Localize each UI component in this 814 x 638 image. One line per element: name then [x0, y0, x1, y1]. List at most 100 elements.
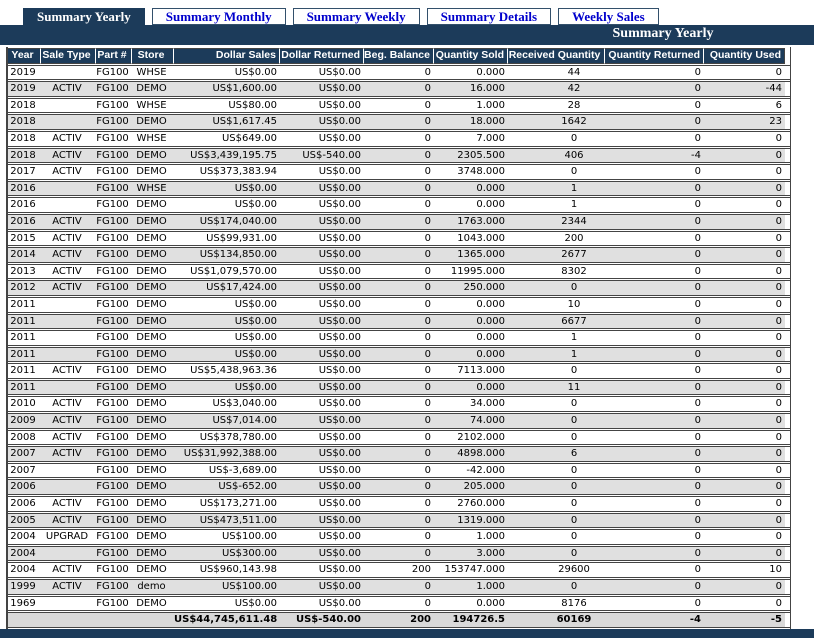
- table-row: 2011 ACTIV FG100 DEMO US$5,438,963.36 US$0.00…: [8, 363, 790, 379]
- cell-part-number: FG100: [96, 164, 132, 180]
- cell-part-number: FG100: [96, 180, 132, 197]
- table-row: 2017 ACTIV FG100 DEMO US$373,383.94 US$0.00 0 3…: [8, 164, 790, 180]
- cell-sale-type: ACTIV: [41, 562, 96, 578]
- cell-received-quantity: 8302: [508, 263, 605, 280]
- cell-quantity-returned: 0: [605, 595, 704, 612]
- tab-summary-details[interactable]: Summary Details: [426, 8, 552, 25]
- cell-dollar-sales: US$134,850.00: [174, 247, 280, 263]
- cell-store: DEMO: [132, 296, 174, 313]
- cell-dollar-sales: US$99,931.00: [174, 230, 280, 247]
- cell-dollar-sales: US$0.00: [174, 197, 280, 213]
- cell-sale-type: [41, 612, 96, 628]
- cell-sale-type: ACTIV: [41, 81, 96, 97]
- cell-received-quantity: 0: [508, 512, 605, 529]
- row-filler: [785, 529, 790, 545]
- cell-quantity-returned: 0: [605, 81, 704, 97]
- cell-quantity-returned: 0: [605, 562, 704, 578]
- cell-dollar-returned: US$0.00: [280, 230, 364, 247]
- cell-part-number: FG100: [96, 512, 132, 529]
- cell-quantity-sold: 3.000: [434, 545, 508, 562]
- cell-quantity-used: 0: [704, 595, 785, 612]
- cell-sale-type: [41, 379, 96, 396]
- cell-part-number: FG100: [96, 545, 132, 562]
- cell-year: 2016: [8, 180, 41, 197]
- cell-part-number: FG100: [96, 97, 132, 114]
- cell-part-number: FG100: [96, 64, 132, 81]
- cell-quantity-sold: -42.000: [434, 462, 508, 479]
- cell-part-number: FG100: [96, 147, 132, 164]
- cell-store: DEMO: [132, 545, 174, 562]
- cell-store: demo: [132, 579, 174, 595]
- cell-dollar-sales: US$100.00: [174, 579, 280, 595]
- tab-weekly-sales[interactable]: Weekly Sales: [558, 8, 659, 25]
- cell-store: DEMO: [132, 529, 174, 545]
- cell-quantity-used: 0: [704, 213, 785, 230]
- row-filler: [785, 296, 790, 313]
- cell-received-quantity: 0: [508, 429, 605, 446]
- cell-received-quantity: 0: [508, 496, 605, 512]
- cell-sale-type: [41, 346, 96, 363]
- cell-store: DEMO: [132, 213, 174, 230]
- cell-beg-balance: 0: [364, 363, 434, 379]
- col-header-beg-balance: Beg. Balance: [364, 48, 434, 64]
- tab-strip: Summary Yearly Summary Monthly Summary Wee…: [0, 0, 814, 25]
- cell-dollar-returned: US$0.00: [280, 130, 364, 147]
- cell-quantity-sold: 7.000: [434, 130, 508, 147]
- cell-received-quantity: 28: [508, 97, 605, 114]
- cell-quantity-used: 0: [704, 247, 785, 263]
- cell-quantity-sold: 1.000: [434, 97, 508, 114]
- table-row: 2008 ACTIV FG100 DEMO US$378,780.00 US$0.00 0 2…: [8, 429, 790, 446]
- table-row: 2010 ACTIV FG100 DEMO US$3,040.00 US$0.00 0 34.…: [8, 396, 790, 413]
- cell-store: DEMO: [132, 595, 174, 612]
- cell-quantity-used: 0: [704, 230, 785, 247]
- cell-dollar-returned: US$-540.00: [280, 612, 364, 628]
- cell-quantity-returned: 0: [605, 230, 704, 247]
- cell-quantity-sold: 1365.000: [434, 247, 508, 263]
- cell-year: 2011: [8, 313, 41, 330]
- col-header-dollar-returned: Dollar Returned: [280, 48, 364, 64]
- cell-quantity-used: 0: [704, 197, 785, 213]
- cell-dollar-sales: US$960,143.98: [174, 562, 280, 578]
- cell-received-quantity: 1: [508, 346, 605, 363]
- cell-received-quantity: 0: [508, 479, 605, 496]
- cell-part-number: FG100: [96, 562, 132, 578]
- cell-quantity-used: 0: [704, 429, 785, 446]
- cell-dollar-sales: US$0.00: [174, 379, 280, 396]
- cell-dollar-returned: US$0.00: [280, 263, 364, 280]
- cell-quantity-used: 0: [704, 296, 785, 313]
- table-row: 2015 ACTIV FG100 DEMO US$99,931.00 US$0.00 0 10…: [8, 230, 790, 247]
- tab-summary-weekly[interactable]: Summary Weekly: [292, 8, 420, 25]
- cell-dollar-sales: US$31,992,388.00: [174, 446, 280, 462]
- title-bar: Summary Yearly: [0, 25, 814, 45]
- cell-year: 2011: [8, 346, 41, 363]
- tab-summary-yearly[interactable]: Summary Yearly: [23, 8, 145, 25]
- cell-year: 2010: [8, 396, 41, 413]
- cell-part-number: FG100: [96, 595, 132, 612]
- cell-quantity-returned: 0: [605, 97, 704, 114]
- cell-store: DEMO: [132, 197, 174, 213]
- row-filler: [785, 313, 790, 330]
- cell-part-number: FG100: [96, 429, 132, 446]
- cell-quantity-sold: 205.000: [434, 479, 508, 496]
- cell-beg-balance: 0: [364, 97, 434, 114]
- cell-dollar-returned: US$0.00: [280, 180, 364, 197]
- cell-sale-type: [41, 97, 96, 114]
- cell-quantity-used: 0: [704, 263, 785, 280]
- report-title: Summary Yearly: [612, 26, 714, 41]
- cell-beg-balance: 0: [364, 64, 434, 81]
- row-filler: [785, 247, 790, 263]
- tab-summary-monthly[interactable]: Summary Monthly: [151, 8, 286, 25]
- cell-received-quantity: 29600: [508, 562, 605, 578]
- cell-quantity-sold: 153747.000: [434, 562, 508, 578]
- cell-year: 2007: [8, 446, 41, 462]
- cell-received-quantity: 2677: [508, 247, 605, 263]
- cell-dollar-sales: US$649.00: [174, 130, 280, 147]
- cell-quantity-returned: 0: [605, 213, 704, 230]
- cell-part-number: FG100: [96, 296, 132, 313]
- cell-beg-balance: 0: [364, 230, 434, 247]
- cell-dollar-returned: US$0.00: [280, 247, 364, 263]
- col-header-year: Year: [8, 48, 41, 64]
- cell-dollar-returned: US$-540.00: [280, 147, 364, 164]
- cell-part-number: FG100: [96, 529, 132, 545]
- row-filler: [785, 230, 790, 247]
